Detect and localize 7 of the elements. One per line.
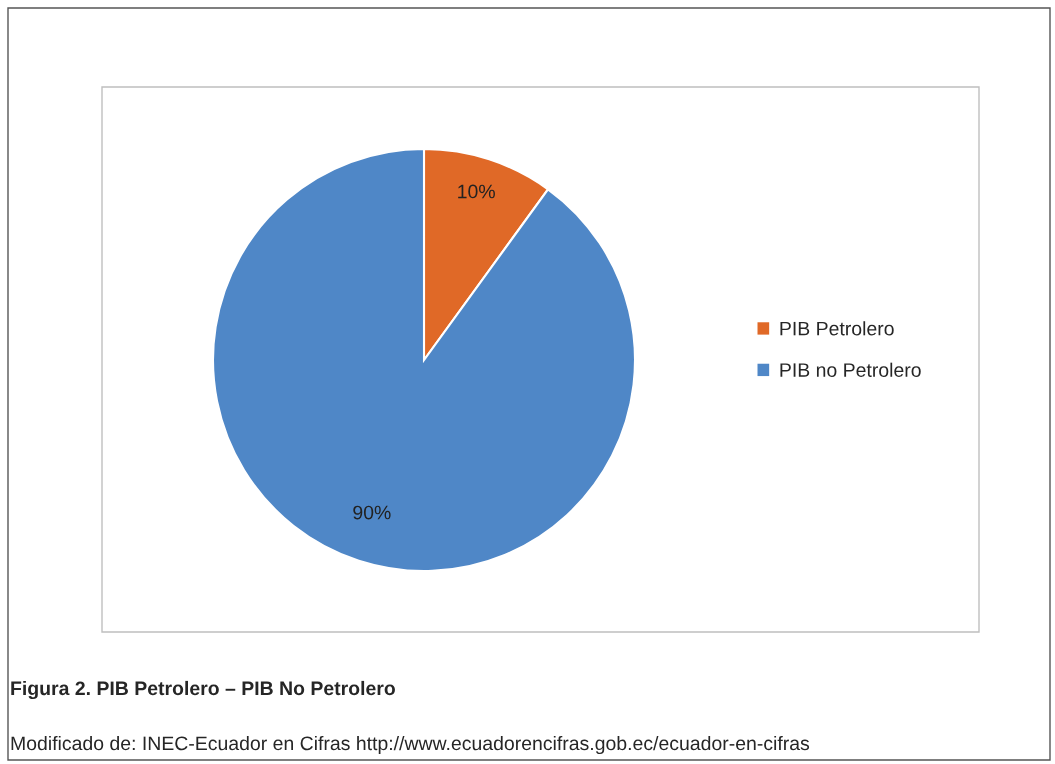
pie-slice — [211, 147, 637, 573]
text: Modificado de: INEC-Ecuador en Cifras http://www.ecuadorencifras.gob.ec/ecuador-en-cifras — [11, 735, 810, 755]
data-label: 10% — [458, 184, 495, 199]
data-label: 90% — [353, 505, 391, 520]
legend-label: PIB no Petrolero — [780, 362, 921, 377]
legend-label: PIB Petrolero — [780, 321, 894, 336]
text: Figura 2. PIB Petrolero – PIB No Petrolero — [11, 680, 395, 700]
